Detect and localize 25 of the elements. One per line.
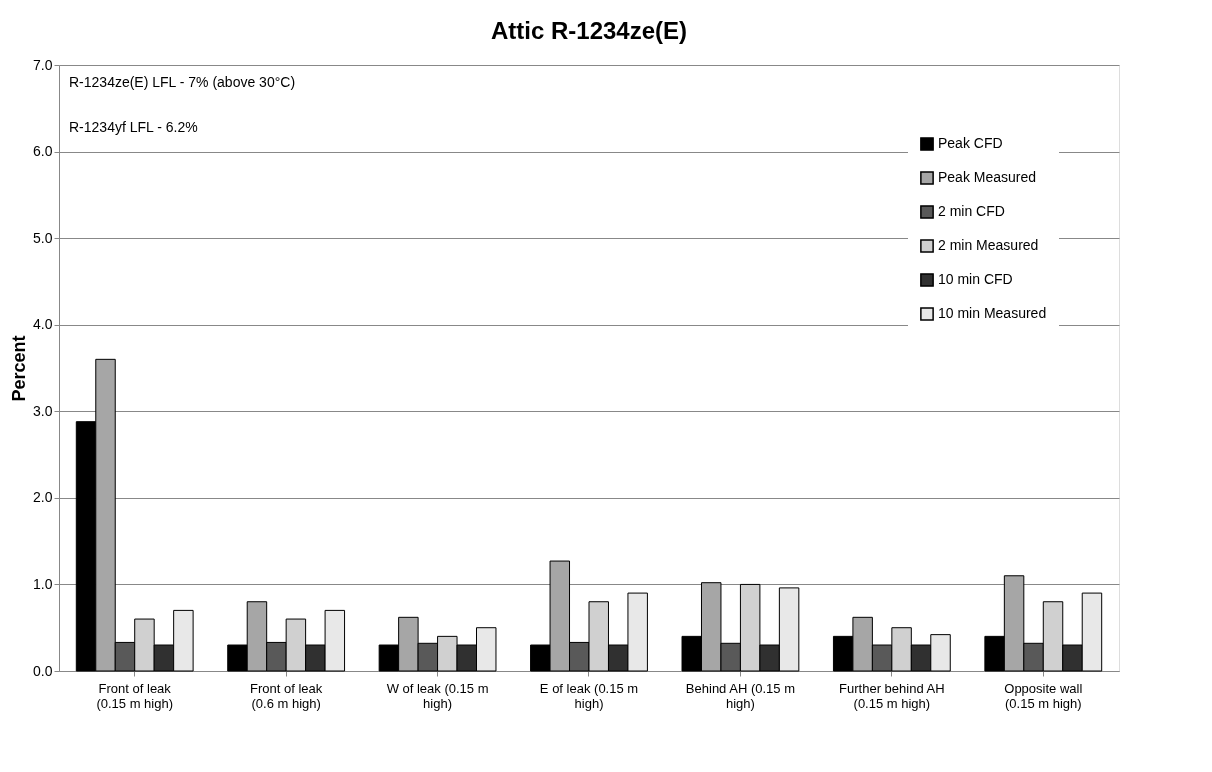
x-tick-label: Front of leak (0.15 m high) [96,680,174,711]
y-tick-label: 2.0 [33,489,53,506]
y-tick-label: 6.0 [33,143,53,160]
legend-label: 2 min Measured [938,237,1039,253]
y-tick-label: 7.0 [33,56,53,73]
legend-label: Peak Measured [938,169,1037,185]
annotation: R-1234yf LFL - 6.2% [69,119,198,135]
x-tick-label: W of leak (0.15 m high) [386,680,489,711]
legend-label: 2 min CFD [938,203,1005,219]
y-tick-label: 3.0 [33,402,53,419]
legend-label: Peak CFD [938,135,1003,151]
x-tick-label: Front of leak (0.6 m high) [250,680,323,711]
x-tick-label: Further behind AH (0.15 m high) [839,680,945,711]
x-tick-label: E of leak (0.15 m high) [539,680,639,711]
x-tick-label: Behind AH (0.15 m high) [685,680,795,711]
legend-label: 10 min Measured [938,305,1047,321]
y-tick-label: 1.0 [33,575,53,592]
y-tick-label: 4.0 [33,316,53,333]
y-tick-label: 0.0 [33,662,53,679]
y-tick-label: 5.0 [33,229,53,246]
x-tick-label: Opposite wall (0.15 m high) [1004,680,1083,711]
annotation: R-1234ze(E) LFL - 7% (above 30°C) [69,74,296,90]
chart-title: Attic R-1234ze(E) [490,17,688,44]
legend-label: 10 min CFD [938,271,1013,287]
y-axis-title: Percent [9,335,30,402]
